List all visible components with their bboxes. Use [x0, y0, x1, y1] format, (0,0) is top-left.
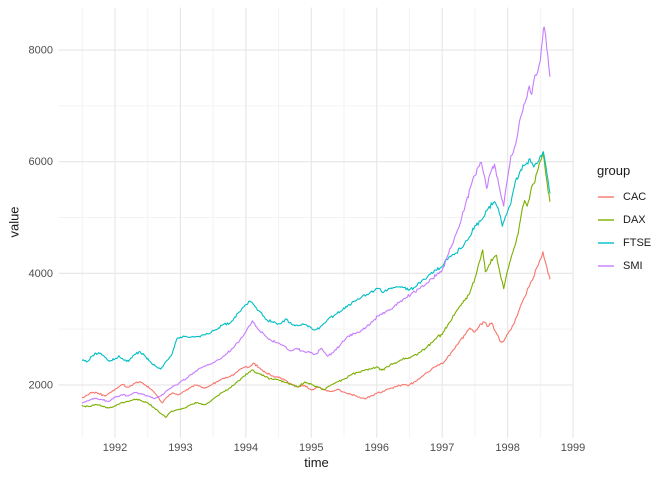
legend-label-DAX: DAX [623, 213, 646, 226]
y-tick-label: 4000 [29, 268, 53, 280]
y-tick-label: 2000 [29, 379, 53, 391]
legend-entry-CAC: CAC [597, 185, 651, 208]
y-tick-label: 8000 [29, 45, 53, 57]
legend-entry-FTSE: FTSE [597, 231, 651, 254]
series-line-DAX [81, 151, 551, 418]
legend-entries: CAC DAX FTSE SMI [597, 185, 651, 277]
x-tick-label: 1995 [299, 442, 323, 454]
x-tick-label: 1994 [234, 442, 258, 454]
legend-entry-SMI: SMI [597, 254, 651, 277]
x-tick-label: 1999 [561, 442, 585, 454]
legend-key-line-FTSE [598, 241, 614, 244]
series-line-FTSE [81, 151, 551, 370]
legend-key-line-DAX [598, 218, 614, 221]
legend: group CAC DAX FTSE SMI [597, 163, 651, 277]
legend-label-FTSE: FTSE [623, 236, 652, 249]
x-tick-label: 1997 [430, 442, 454, 454]
series-line-SMI [81, 26, 551, 404]
x-tick-label: 1993 [168, 442, 192, 454]
x-axis-title: time [304, 455, 329, 470]
legend-label-SMI: SMI [623, 259, 643, 272]
legend-key-line-SMI [598, 264, 614, 267]
legend-label-CAC: CAC [623, 190, 647, 203]
x-tick-label: 1996 [364, 442, 388, 454]
x-tick-label: 1992 [103, 442, 127, 454]
y-axis-title: value [6, 206, 22, 238]
x-tick-label: 1998 [495, 442, 519, 454]
y-tick-label: 6000 [29, 156, 53, 168]
legend-entry-DAX: DAX [597, 208, 651, 231]
legend-title: group [597, 163, 631, 178]
legend-key-line-CAC [598, 195, 614, 198]
series-line-CAC [81, 251, 551, 404]
